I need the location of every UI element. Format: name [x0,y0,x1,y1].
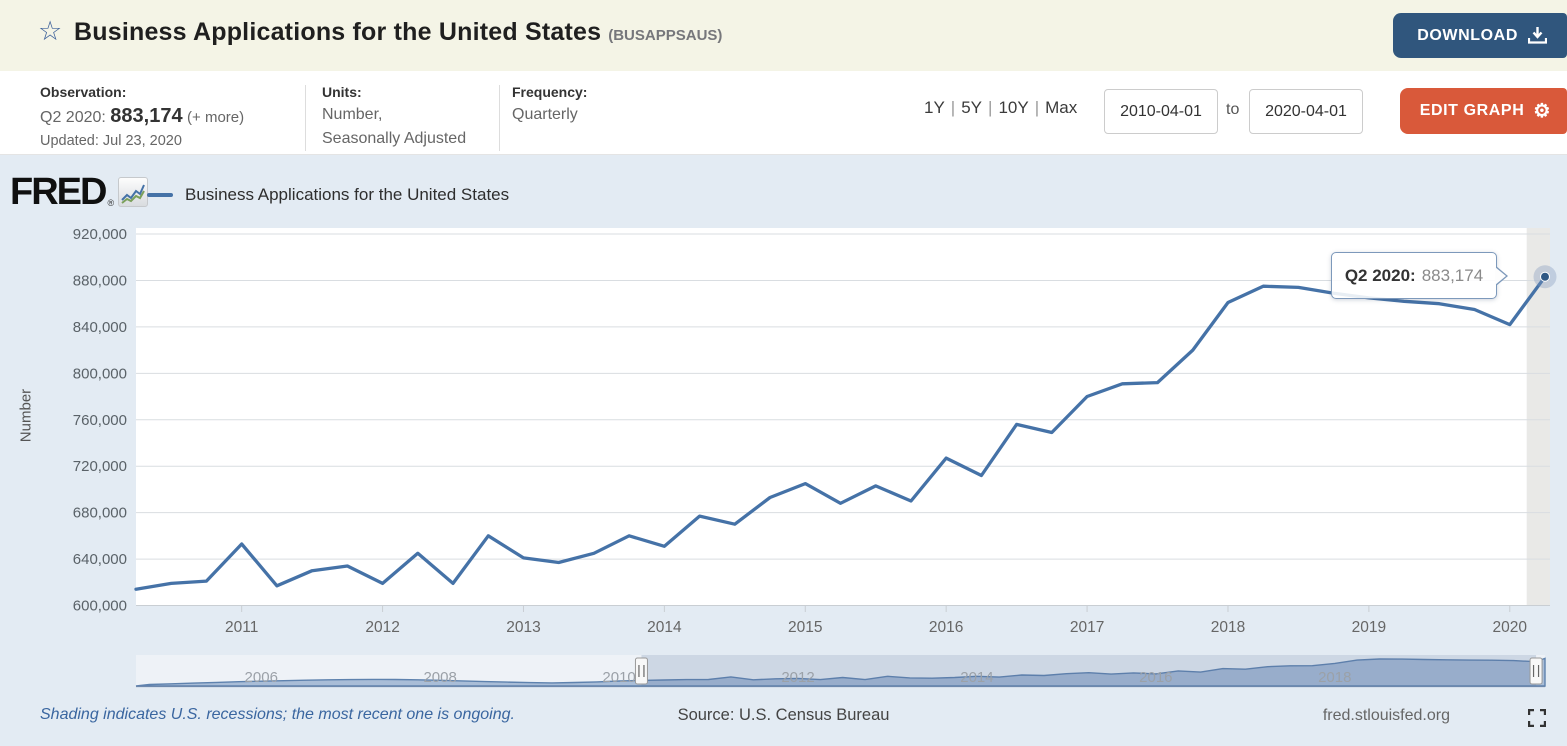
x-tick-label: 2011 [225,619,258,636]
frequency-label: Frequency: [512,84,588,100]
fred-logo: FRED ® [10,171,149,213]
gear-icon: ⚙ [1533,100,1551,122]
edit-graph-button[interactable]: EDIT GRAPH ⚙ [1399,88,1567,134]
last-point-marker [1540,271,1550,282]
y-tick-label: 760,000 [73,412,127,429]
registered-mark: ® [107,198,115,208]
x-tick-label: 2015 [788,619,822,636]
range-max[interactable]: Max [1045,98,1078,117]
date-from-input[interactable] [1104,89,1218,134]
download-button[interactable]: DOWNLOAD [1393,13,1567,58]
main-chart-svg[interactable]: 600,000 640,000 680,000 720,000 760,000 800,0… [0,155,1567,746]
y-tick-label: 640,000 [73,551,127,568]
observation-value: 883,174 [110,105,183,128]
frequency-block: Frequency: Quarterly [512,82,587,127]
y-tick-label: 680,000 [73,505,127,522]
range-separator: | [988,98,993,117]
x-tick-label: 2020 [1493,619,1528,636]
legend-line-swatch [147,193,173,197]
units-label: Units: [322,84,362,100]
y-tick-label: 920,000 [73,226,127,243]
recession-shading [1526,228,1550,606]
navigator-right-handle[interactable] [1529,657,1543,685]
navigator-year-label: 2006 [245,669,278,686]
y-tick-label: 800,000 [73,365,127,382]
range-separator: | [1034,98,1040,117]
tooltip-value: 883,174 [1421,265,1484,285]
toolbar-divider [305,85,306,151]
x-tick-label: 2012 [365,619,399,636]
range-5y[interactable]: 5Y [961,98,983,117]
series-ticker: (BUSAPPSAUS) [608,27,723,44]
y-tick-label: 840,000 [73,319,127,336]
data-line [134,275,1547,591]
legend-label: Business Applications for the United Sta… [185,185,510,204]
navigator-year-label: 2016 [1139,669,1172,686]
source-text: Source: U.S. Census Bureau [677,706,890,724]
toolbar-divider [499,85,500,151]
x-tick-label: 2017 [1070,619,1104,636]
navigator-selected-range [641,655,1537,686]
range-separator: | [950,98,956,117]
units-value-line2: Seasonally Adjusted [322,130,467,147]
series-toolbar: Observation: Q2 2020: 883,174 (+ more) U… [0,71,1567,155]
recession-note-link[interactable]: Shading indicates U.S. recessions; the m… [40,706,515,723]
fred-sparkline-icon [118,177,149,207]
y-tick-label: 880,000 [73,272,127,289]
edit-graph-label: EDIT GRAPH [1419,102,1525,119]
units-block: Units: Number, Seasonally Adjusted [322,82,466,151]
navigator-year-label: 2018 [1318,669,1351,686]
frequency-value: Quarterly [512,106,578,123]
navigator-area [135,657,1546,687]
x-tick-label: 2019 [1352,619,1386,636]
observation-period: Q2 2020: [40,109,106,127]
favorite-star-icon[interactable]: ☆ [38,16,63,46]
chart-section: 600,000 640,000 680,000 720,000 760,000 800,0… [0,155,1567,746]
x-tick-label: 2018 [1211,619,1245,636]
page-header: ☆ Business Applications for the United S… [0,0,1567,71]
y-tick-label: 720,000 [73,458,127,475]
fullscreen-icon[interactable] [1528,709,1546,727]
navigator-year-label: 2008 [423,669,456,686]
y-axis-title: Number [17,388,35,443]
x-tick-label: 2016 [929,619,963,636]
series-legend: Business Applications for the United Sta… [147,185,509,205]
fred-logo-text: FRED [10,171,107,213]
site-url: fred.stlouisfed.org [1322,707,1450,724]
updated-date: Updated: Jul 23, 2020 [40,133,182,150]
x-tick-label: 2013 [506,619,540,636]
y-tick-label: 600,000 [73,598,127,615]
tooltip-period: Q2 2020: [1344,265,1416,285]
observation-block: Observation: Q2 2020: 883,174 (+ more) U… [40,82,244,152]
observation-more-link[interactable]: (+ more) [187,109,245,127]
date-to-input[interactable] [1249,89,1363,134]
download-icon [1528,27,1547,44]
range-1y[interactable]: 1Y [924,98,945,117]
page-title: Business Applications for the United Sta… [74,18,602,46]
navigator-year-label: 2014 [960,669,993,686]
units-value-line1: Number, [322,106,383,123]
navigator-year-label: 2010 [602,669,635,686]
navigator-left-handle[interactable] [634,657,648,685]
download-button-label: DOWNLOAD [1417,26,1518,44]
x-tick-label: 2014 [647,619,682,636]
data-tooltip: Q2 2020: 883,174 [1331,252,1508,299]
date-to-label: to [1226,101,1240,118]
navigator-year-label: 2012 [781,669,814,686]
observation-label: Observation: [40,84,127,100]
range-selector: 1Y | 5Y | 10Y | Max [924,98,1077,118]
range-10y[interactable]: 10Y [998,98,1029,117]
